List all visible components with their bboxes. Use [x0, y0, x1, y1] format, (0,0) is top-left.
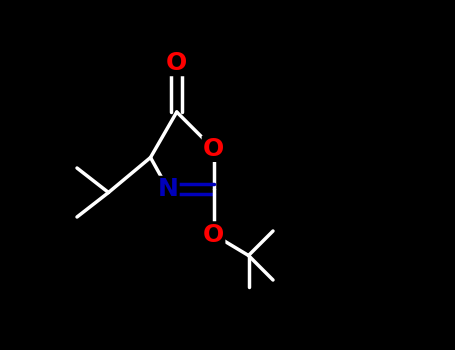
Text: O: O — [203, 223, 224, 246]
Text: O: O — [166, 51, 187, 75]
Text: N: N — [157, 177, 178, 201]
Text: O: O — [203, 137, 224, 161]
